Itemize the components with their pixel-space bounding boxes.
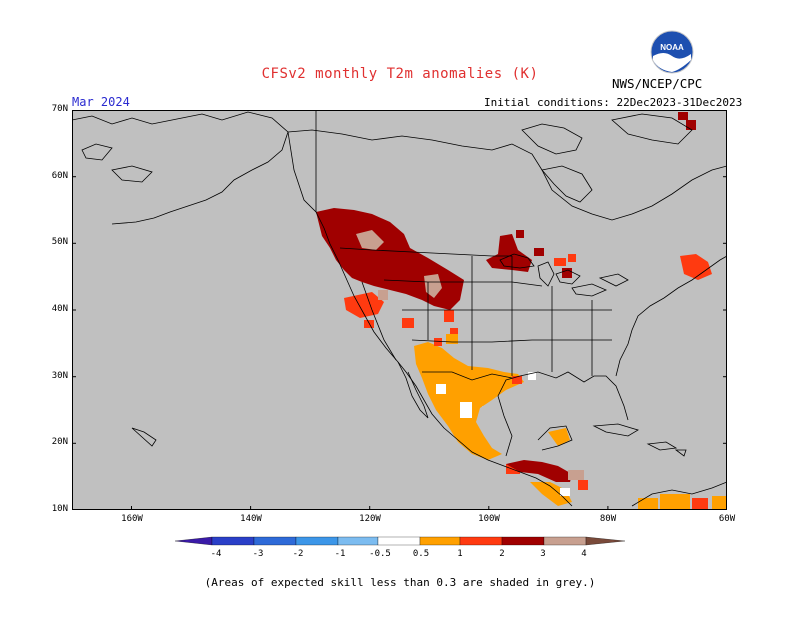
anomaly-map xyxy=(72,110,727,510)
colorbar-swatch xyxy=(501,536,545,546)
lat-label: 20N xyxy=(51,437,68,447)
colorbar-tick-label: -4 xyxy=(211,549,222,559)
colorbar-swatch xyxy=(543,536,587,546)
lon-label: 120W xyxy=(359,514,381,524)
colorbar-swatch xyxy=(211,536,255,546)
colorbar-swatch xyxy=(459,536,503,546)
svg-text:NOAA: NOAA xyxy=(660,43,684,52)
colorbar-tick-label: -3 xyxy=(253,549,264,559)
colorbar-swatch xyxy=(419,536,461,546)
colorbar-tick-label: -2 xyxy=(293,549,304,559)
colorbar: -4 -3 -2 -1 -0.5 0.5 1 2 3 4 xyxy=(174,536,626,559)
lon-label: 100W xyxy=(478,514,500,524)
colorbar-swatch-gt4 xyxy=(585,536,626,546)
colorbar-swatch xyxy=(377,536,421,546)
colorbar-tick-label: 4 xyxy=(581,549,586,559)
colorbar-tick-label: 2 xyxy=(499,549,504,559)
colorbar-tick-label: 1 xyxy=(457,549,462,559)
initial-conditions: Initial conditions: 22Dec2023-31Dec2023 xyxy=(484,96,743,109)
lon-label: 80W xyxy=(599,514,617,524)
lat-label: 50N xyxy=(51,237,68,247)
lat-label: 10N xyxy=(51,504,68,514)
map-title: CFSv2 monthly T2m anomalies (K) xyxy=(261,66,539,82)
map-frame xyxy=(72,110,727,510)
lat-label: 70N xyxy=(51,104,68,114)
colorbar-tick-label: -0.5 xyxy=(369,549,391,559)
colorbar-swatch xyxy=(295,536,339,546)
agency-label: NWS/NCEP/CPC xyxy=(612,76,703,91)
anomaly-shading xyxy=(316,112,726,510)
colorbar-swatch xyxy=(337,536,379,546)
coastlines xyxy=(72,110,727,507)
lon-label: 60W xyxy=(718,514,736,524)
lat-label: 60N xyxy=(51,171,68,181)
lon-label: 160W xyxy=(121,514,143,524)
lat-label: 30N xyxy=(51,371,68,381)
colorbar-tick-label: -1 xyxy=(335,549,346,559)
colorbar-swatch-lt-4 xyxy=(174,536,213,546)
low-skill-background xyxy=(72,110,727,510)
colorbar-tick-label: 3 xyxy=(540,549,545,559)
noaa-logo-icon: NOAA xyxy=(650,30,694,74)
colorbar-tick-label: 0.5 xyxy=(413,549,429,559)
skill-footnote: (Areas of expected skill less than 0.3 a… xyxy=(204,576,596,589)
valid-month: Mar 2024 xyxy=(72,95,130,109)
lat-label: 40N xyxy=(51,304,68,314)
lon-label: 140W xyxy=(240,514,262,524)
colorbar-swatch xyxy=(253,536,297,546)
